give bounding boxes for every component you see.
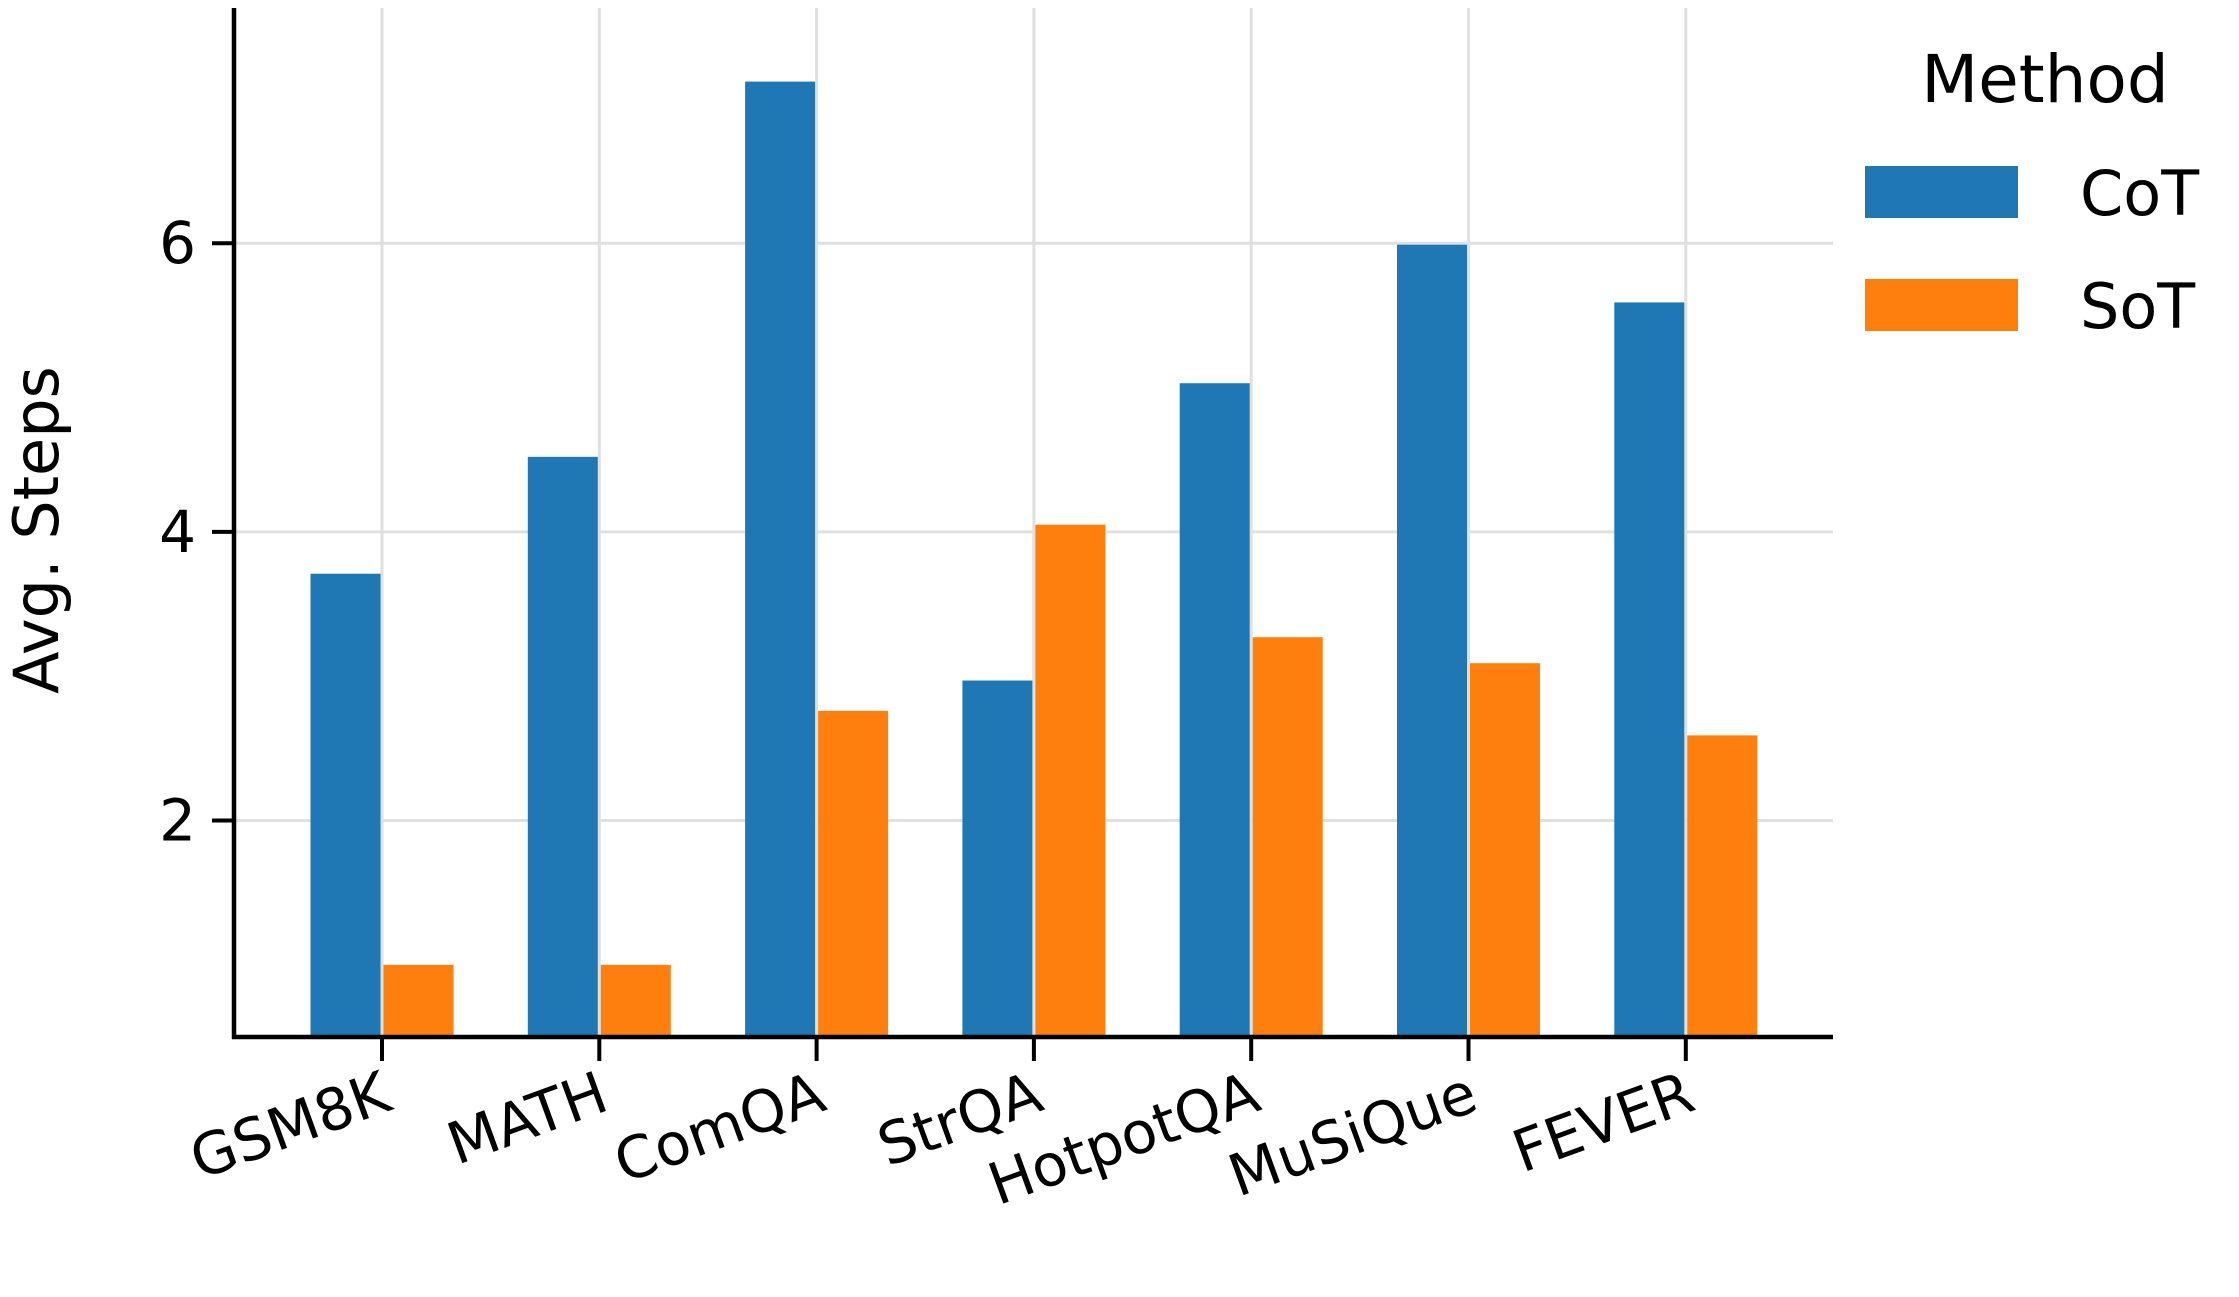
legend: Method CoT SoT xyxy=(1865,41,2200,343)
y-axis-label: Avg. Steps xyxy=(0,366,73,694)
x-tick-label-fever: FEVER xyxy=(1504,1058,1703,1186)
y-tick-label-0: 2 xyxy=(159,787,196,855)
bar-sot-hotpotqa xyxy=(1252,637,1323,1037)
legend-title: Method xyxy=(1921,41,2169,118)
bars xyxy=(310,81,1758,1038)
bar-cot-comqa xyxy=(745,81,816,1037)
bar-sot-comqa xyxy=(818,710,889,1037)
y-tick-label-1: 4 xyxy=(159,498,196,566)
legend-label-cot: CoT xyxy=(2080,157,2200,230)
bar-sot-strqa xyxy=(1035,524,1106,1037)
x-tick-label-musique: MuSiQue xyxy=(1220,1058,1486,1210)
bar-sot-musique xyxy=(1470,663,1540,1037)
bar-cot-hotpotqa xyxy=(1179,383,1250,1037)
bar-sot-gsm8k xyxy=(383,964,454,1037)
bar-cot-fever xyxy=(1614,302,1685,1037)
x-tick-label-gsm8k: GSM8K xyxy=(181,1058,400,1193)
legend-label-sot: SoT xyxy=(2080,270,2196,343)
bar-sot-fever xyxy=(1687,735,1758,1037)
y-tick-label-2: 6 xyxy=(159,209,196,277)
bar-cot-strqa xyxy=(962,680,1033,1037)
legend-swatch-sot xyxy=(1865,279,2018,331)
x-tick-label-math: MATH xyxy=(438,1058,616,1178)
bar-cot-musique xyxy=(1397,244,1467,1037)
legend-swatch-cot xyxy=(1865,166,2018,218)
bar-cot-gsm8k xyxy=(310,573,381,1037)
bar-cot-math xyxy=(527,456,598,1038)
grid-lines xyxy=(234,8,1833,1037)
x-tick-label-comqa: ComQA xyxy=(605,1058,833,1197)
bar-sot-math xyxy=(600,964,671,1037)
